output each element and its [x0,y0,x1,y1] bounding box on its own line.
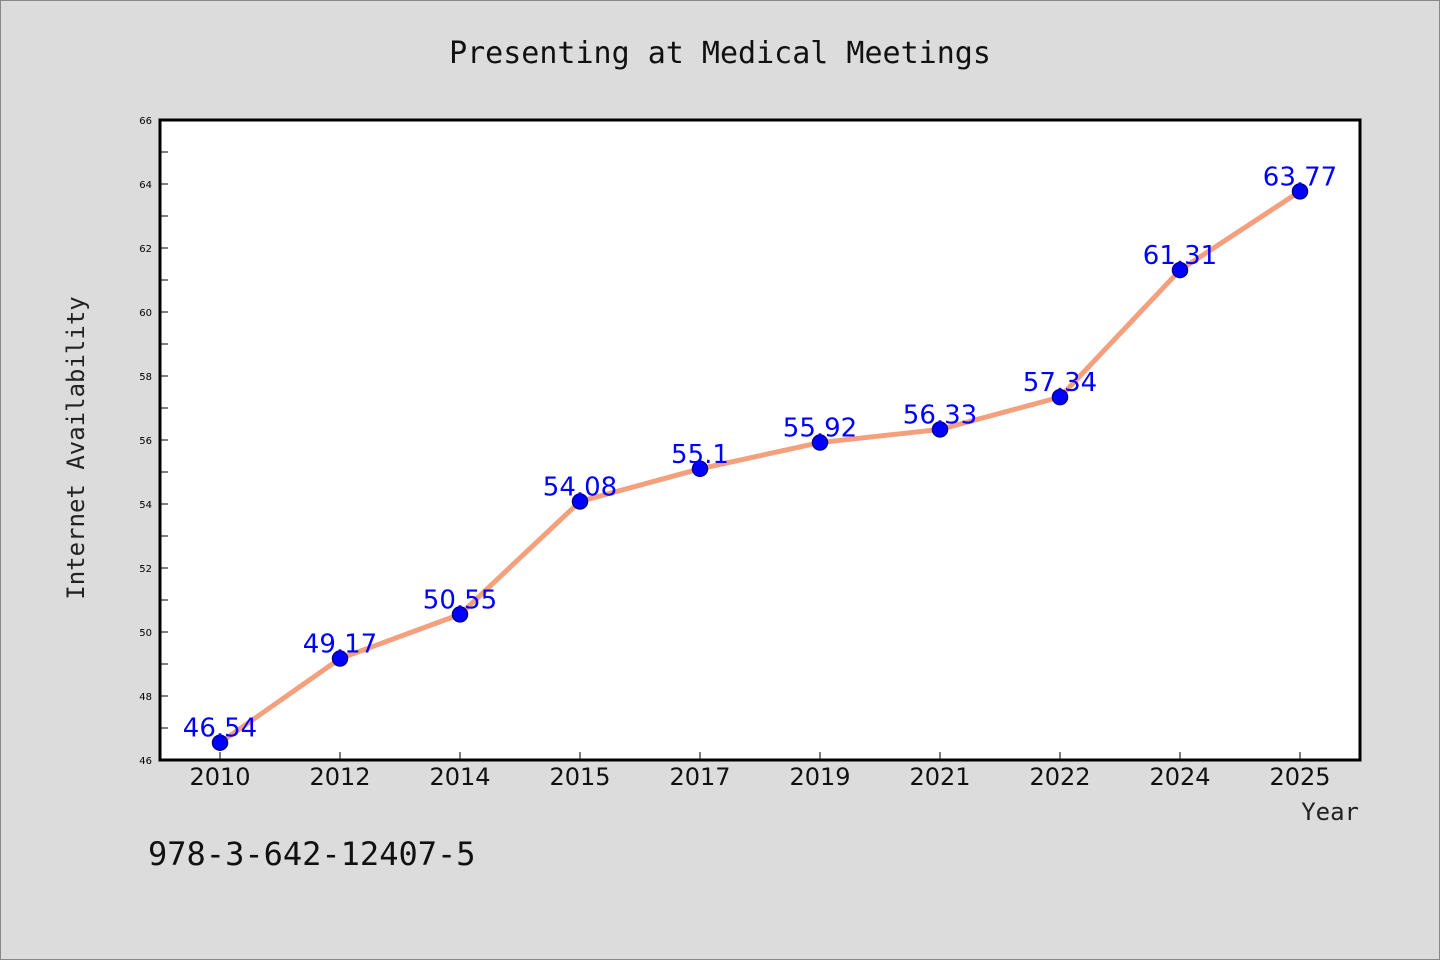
data-label: 54.08 [543,472,617,502]
y-tick-label: 58 [139,372,152,383]
y-tick-label: 46 [139,756,152,767]
y-tick-label: 52 [139,564,152,575]
marker-group [211,183,1309,751]
data-label: 46.54 [183,714,257,744]
data-label: 56.33 [903,400,977,430]
x-axis: 2010 2012 2014 2015 2017 2019 2021 2022 2024 2025 [189,752,1331,791]
y-tick-label: 60 [139,308,152,319]
y-tick-label: 48 [139,692,152,703]
data-label: 49.17 [303,630,377,660]
series-line-group [217,188,1303,746]
chart-title: Presenting at Medical Meetings [449,36,991,71]
data-point [811,434,829,451]
data-label: 50.55 [423,585,497,615]
y-axis-label: Internet Availability [62,296,90,599]
data-point [451,606,469,623]
x-tick-label: 2022 [1029,763,1090,791]
series-line [217,188,1303,746]
y-tick-label: 66 [139,116,152,127]
x-tick-label: 2024 [1149,763,1210,791]
data-label: 63.77 [1263,162,1337,192]
data-point [931,421,949,438]
data-point [331,650,349,667]
y-tick-label: 62 [139,244,152,255]
data-point [211,734,229,751]
x-tick-label: 2014 [429,763,490,791]
data-label: 55.1 [671,440,729,470]
isbn-text: 978-3-642-12407-5 [148,835,476,873]
data-label-group: 46.54 49.17 50.55 54.08 55.1 55.92 56.33 57.34 6… [183,162,1337,743]
x-tick-label: 2012 [309,763,370,791]
data-point [691,460,709,478]
x-tick-label: 2019 [789,763,850,791]
data-point [1051,388,1069,406]
y-tick-label: 50 [139,628,152,639]
x-tick-label: 2017 [669,763,730,791]
y-tick-label: 56 [139,436,152,447]
x-tick-label: 2025 [1269,763,1330,791]
data-point [1171,261,1189,279]
y-tick-label: 54 [139,500,152,511]
data-point [571,493,589,510]
data-point [1291,183,1309,200]
data-label: 57.34 [1023,368,1097,398]
data-label: 55.92 [783,414,857,444]
x-tick-label: 2021 [909,763,970,791]
x-tick-label: 2010 [189,763,250,791]
y-axis: 46 48 50 52 54 56 58 60 62 64 66 [139,116,168,767]
data-label: 61.31 [1143,241,1217,271]
x-tick-label: 2015 [549,763,610,791]
y-tick-label: 64 [139,180,152,191]
x-axis-label: Year [1301,798,1359,826]
